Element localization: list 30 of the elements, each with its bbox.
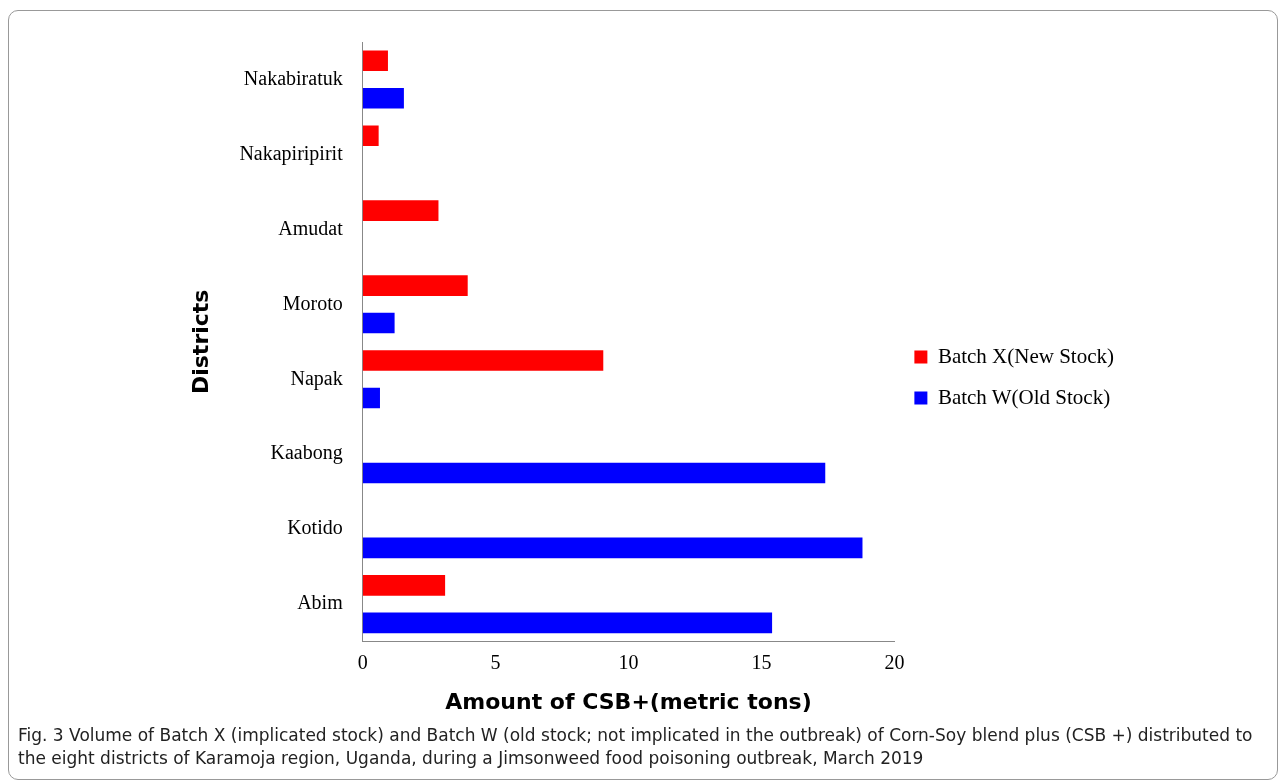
bar xyxy=(362,50,388,72)
bar xyxy=(362,612,773,634)
bar xyxy=(362,125,379,146)
y-tick-label: Moroto xyxy=(282,291,343,314)
bar xyxy=(362,350,604,371)
x-tick-label: 10 xyxy=(618,650,639,673)
legend-label: Batch X(New Stock) xyxy=(937,343,1115,368)
y-tick-label: Kaabong xyxy=(270,441,343,465)
bar xyxy=(362,87,404,109)
caption: Fig. 3 Volume of Batch X (implicated stock) and Batch W (old stock; not implicated in the outbreak) of Corn-Soy blend plus (CSB +) distributed to the eight districts of Karamoja region, Uganda, during a Jimsonweed food poisoning outbreak, March 2019 xyxy=(18,724,1254,770)
bar xyxy=(362,537,863,559)
bar xyxy=(362,462,826,484)
bar xyxy=(362,575,446,596)
x-tick-label: 15 xyxy=(751,650,772,673)
y-tick-label: Nakabiratuk xyxy=(243,66,343,89)
y-tick-label: Nakapiripirit xyxy=(239,141,344,165)
bar xyxy=(362,200,439,221)
x-tick-label: 0 xyxy=(357,650,368,673)
y-tick-label: Amudat xyxy=(278,216,344,239)
x-axis-title: Amount of CSB+(metric tons) xyxy=(445,688,812,714)
y-tick-label: Kotido xyxy=(287,516,343,539)
y-tick-label: Napak xyxy=(290,366,343,390)
legend-label: Batch W(Old Stock) xyxy=(937,384,1111,409)
bar xyxy=(362,312,395,334)
x-tick-label: 20 xyxy=(884,650,905,673)
x-tick-label: 5 xyxy=(490,650,501,673)
bar xyxy=(362,275,468,296)
y-tick-label: Abim xyxy=(297,591,344,614)
y-axis-title: Districts xyxy=(187,289,213,395)
bar xyxy=(362,387,380,409)
